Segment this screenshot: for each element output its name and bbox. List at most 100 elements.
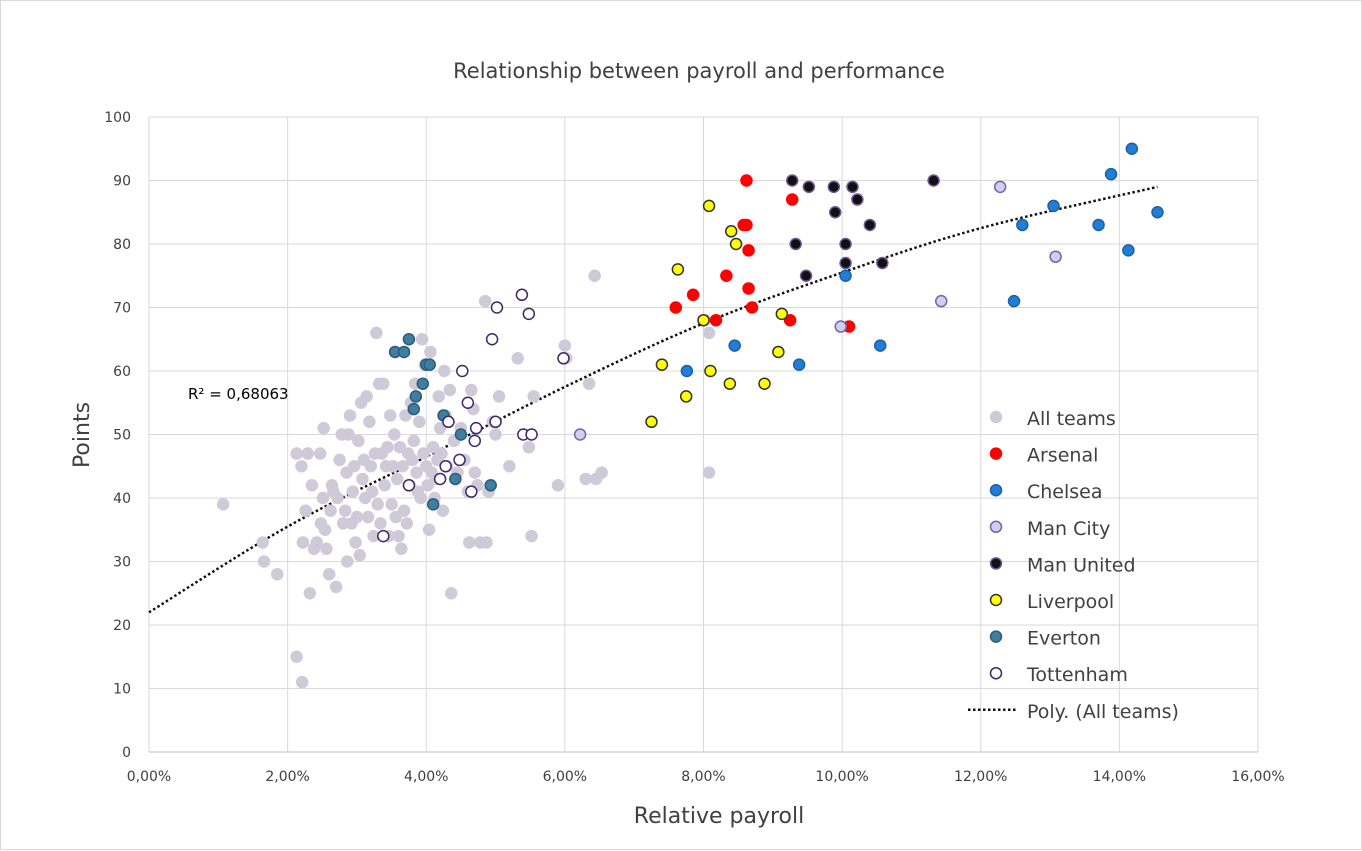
point-man-united bbox=[927, 174, 940, 187]
point-liverpool bbox=[645, 415, 658, 429]
point-all-teams bbox=[360, 390, 373, 403]
point-all-teams bbox=[317, 421, 330, 435]
legend-marker-man-united bbox=[989, 557, 1003, 570]
legend-label-everton: Everton bbox=[1027, 628, 1101, 650]
x-tick-label: 2,00% bbox=[265, 769, 309, 785]
point-arsenal bbox=[783, 313, 797, 327]
point-all-teams bbox=[414, 491, 427, 505]
point-all-teams bbox=[435, 447, 448, 460]
y-axis-title: Points bbox=[70, 402, 95, 468]
point-all-teams bbox=[503, 460, 516, 473]
point-all-teams bbox=[352, 434, 365, 448]
point-tottenham bbox=[468, 434, 482, 448]
point-all-teams bbox=[305, 479, 319, 492]
point-liverpool bbox=[772, 345, 785, 359]
x-tick-label: 4,00% bbox=[404, 769, 448, 785]
legend-label-arsenal: Arsenal bbox=[1027, 445, 1098, 467]
legend-marker-chelsea bbox=[989, 483, 1003, 497]
point-tottenham bbox=[377, 529, 390, 543]
x-tick-label: 12,00% bbox=[954, 769, 1007, 785]
point-all-teams bbox=[395, 542, 408, 556]
point-liverpool bbox=[704, 364, 717, 378]
x-tick-label: 8,00% bbox=[681, 769, 725, 785]
point-all-teams bbox=[389, 510, 403, 524]
point-all-teams bbox=[582, 377, 596, 390]
point-all-teams bbox=[296, 536, 310, 549]
point-all-teams bbox=[331, 491, 344, 505]
point-all-teams bbox=[356, 472, 369, 486]
point-arsenal bbox=[742, 244, 755, 257]
legend-label-trendline: Poly. (All teams) bbox=[1027, 701, 1179, 723]
legend-label-man-united: Man United bbox=[1027, 554, 1136, 576]
point-all-teams bbox=[324, 504, 337, 517]
point-all-teams bbox=[438, 364, 451, 378]
point-all-teams bbox=[702, 326, 716, 340]
y-tick-label: 90 bbox=[113, 174, 131, 190]
y-tick-label: 70 bbox=[113, 301, 131, 317]
series-arsenal bbox=[669, 174, 856, 333]
point-liverpool bbox=[775, 307, 789, 321]
point-tottenham bbox=[439, 460, 452, 473]
x-tick-label: 14,00% bbox=[1093, 769, 1146, 785]
point-arsenal bbox=[686, 288, 700, 302]
point-man-united bbox=[839, 256, 852, 270]
point-all-teams bbox=[374, 517, 387, 530]
point-all-teams bbox=[432, 390, 445, 403]
point-all-teams bbox=[417, 447, 430, 460]
point-all-teams bbox=[527, 390, 540, 403]
point-all-teams bbox=[333, 453, 346, 467]
point-man-united bbox=[839, 237, 852, 251]
point-all-teams bbox=[290, 447, 303, 460]
point-all-teams bbox=[397, 504, 411, 517]
point-all-teams bbox=[489, 428, 502, 441]
point-tottenham bbox=[442, 415, 455, 429]
point-all-teams bbox=[378, 479, 391, 492]
point-all-teams bbox=[257, 555, 271, 568]
point-all-teams bbox=[310, 536, 323, 549]
point-all-teams bbox=[320, 542, 333, 556]
point-all-teams bbox=[256, 536, 269, 549]
point-man-united bbox=[828, 206, 842, 219]
point-all-teams bbox=[388, 428, 401, 441]
point-all-teams bbox=[322, 567, 336, 581]
legend-label-man-city: Man City bbox=[1027, 518, 1110, 540]
point-liverpool bbox=[679, 390, 693, 403]
point-all-teams bbox=[346, 485, 360, 498]
point-all-teams bbox=[588, 269, 601, 282]
point-chelsea bbox=[1104, 167, 1118, 181]
point-all-teams bbox=[413, 415, 426, 429]
point-man-united bbox=[785, 174, 799, 187]
point-tottenham bbox=[465, 485, 478, 498]
point-all-teams bbox=[522, 440, 536, 454]
legend-marker-all-teams bbox=[989, 410, 1003, 424]
point-tottenham bbox=[490, 301, 504, 314]
legend-marker-arsenal bbox=[989, 447, 1003, 460]
point-tottenham bbox=[469, 421, 483, 435]
point-all-teams bbox=[343, 409, 357, 422]
legend: All teams Arsenal Chelsea Man City Man Unite… bbox=[968, 408, 1179, 723]
x-tick-label: 10,00% bbox=[815, 769, 868, 785]
legend-marker-man-city bbox=[989, 520, 1003, 534]
y-tick-label: 100 bbox=[104, 110, 131, 126]
point-everton bbox=[416, 377, 430, 390]
point-all-teams bbox=[407, 434, 421, 448]
point-all-teams bbox=[364, 460, 378, 473]
point-man-city bbox=[993, 180, 1007, 194]
point-all-teams bbox=[385, 498, 398, 511]
y-tick-label: 80 bbox=[113, 237, 131, 253]
point-all-teams bbox=[415, 333, 429, 346]
point-tottenham bbox=[456, 364, 469, 378]
point-man-united bbox=[846, 180, 859, 194]
point-arsenal bbox=[709, 313, 723, 327]
point-all-teams bbox=[340, 555, 354, 568]
point-all-teams bbox=[365, 485, 379, 498]
point-all-teams bbox=[381, 440, 394, 454]
point-all-teams bbox=[390, 472, 404, 486]
point-tottenham bbox=[522, 307, 536, 321]
x-tick-label: 6,00% bbox=[543, 769, 587, 785]
point-all-teams bbox=[299, 504, 312, 517]
point-all-teams bbox=[396, 460, 409, 473]
y-tick-label: 50 bbox=[113, 428, 131, 444]
point-all-teams bbox=[290, 650, 303, 663]
